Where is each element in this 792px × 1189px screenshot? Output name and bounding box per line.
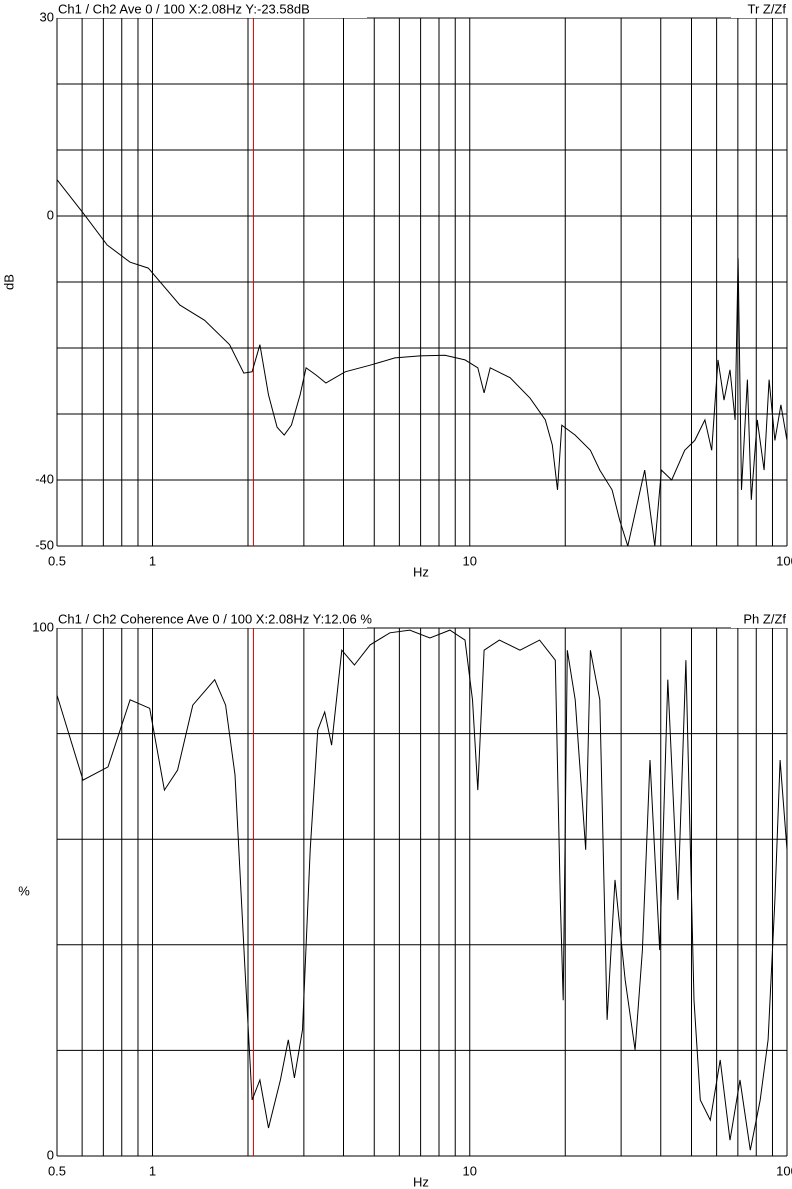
x-tick-label: 100 xyxy=(776,553,792,568)
y-tick-label: 0 xyxy=(47,207,54,222)
y-tick-label: 100 xyxy=(32,619,54,634)
header-right-bg xyxy=(731,2,787,18)
plot xyxy=(56,627,788,1157)
x-axis-label: Hz xyxy=(413,1174,429,1189)
x-axis-label: Hz xyxy=(413,564,429,579)
data-line xyxy=(57,629,787,1151)
y-tick-label: 30 xyxy=(40,9,54,24)
series-group xyxy=(57,179,787,546)
header-right-bg xyxy=(731,612,787,628)
x-tick-label: 10 xyxy=(463,553,477,568)
x-tick-label: 100 xyxy=(776,1163,792,1178)
header: Ch1 / Ch2 Ave 0 / 100 X:2.08Hz Y:-23.58d… xyxy=(58,1,310,16)
header-right: Ph Z/Zf xyxy=(743,611,786,626)
header-right: Tr Z/Zf xyxy=(747,1,786,16)
header: Ch1 / Ch2 Coherence Ave 0 / 100 X:2.08Hz… xyxy=(58,611,372,626)
y-tick-label: -50 xyxy=(35,537,54,552)
x-tick-label: 0.5 xyxy=(48,1163,66,1178)
x-tick-label: 0.5 xyxy=(48,553,66,568)
header-bg xyxy=(57,2,367,18)
data-line xyxy=(57,179,787,546)
header-bg xyxy=(57,612,367,628)
y-axis-label: % xyxy=(18,883,30,898)
plot xyxy=(56,17,788,547)
x-tick-label: 1 xyxy=(149,1163,156,1178)
y-tick-label: 0 xyxy=(47,1147,54,1162)
y-tick-label: -40 xyxy=(35,471,54,486)
x-tick-label: 1 xyxy=(149,553,156,568)
series-group xyxy=(57,629,787,1151)
y-axis-label: dB xyxy=(1,274,16,290)
x-tick-label: 10 xyxy=(463,1163,477,1178)
